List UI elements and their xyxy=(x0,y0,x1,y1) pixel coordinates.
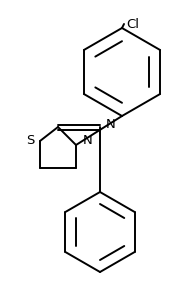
Text: Cl: Cl xyxy=(126,18,139,32)
Text: S: S xyxy=(26,135,34,148)
Text: N: N xyxy=(83,135,93,148)
Text: N: N xyxy=(106,118,116,132)
